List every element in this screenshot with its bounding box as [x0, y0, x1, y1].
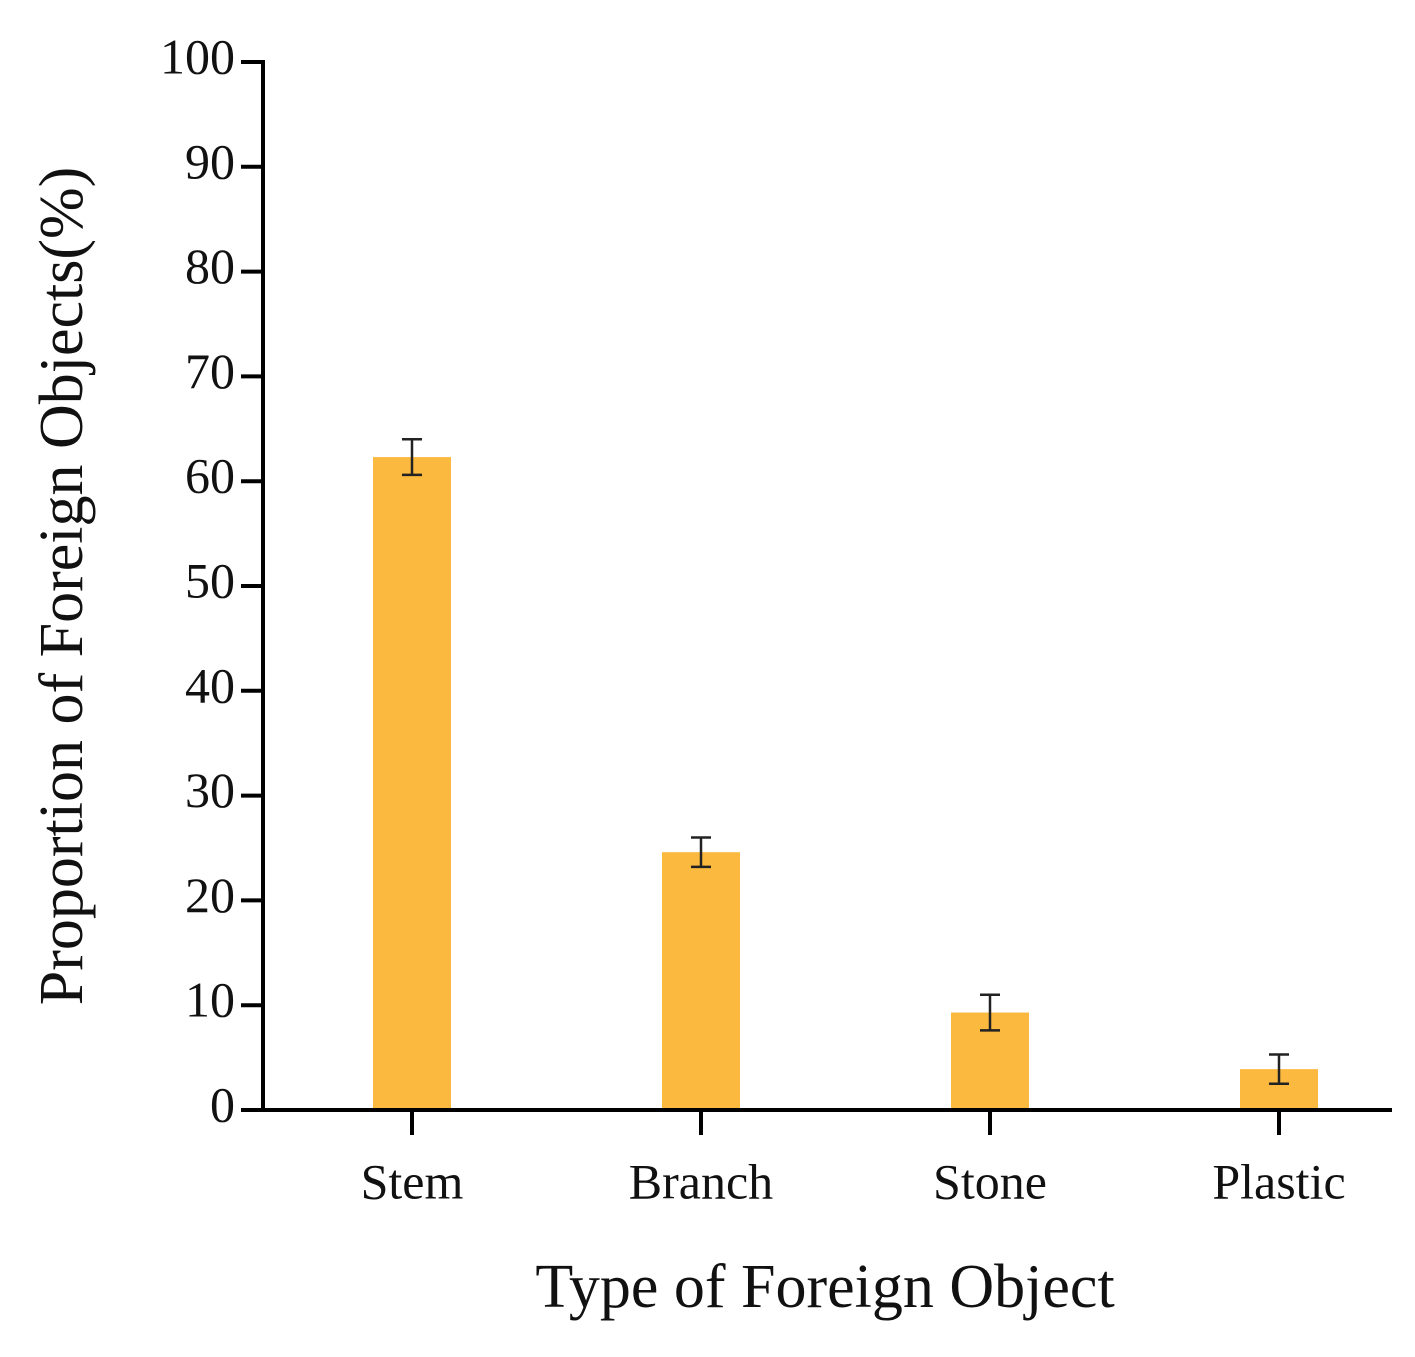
- y-tick-label: 0: [210, 1076, 235, 1132]
- y-tick-label: 40: [185, 657, 235, 713]
- y-tick-label: 20: [185, 867, 235, 923]
- y-tick-label: 10: [185, 972, 235, 1028]
- y-tick-label: 50: [185, 552, 235, 608]
- x-tick-label: Stem: [361, 1153, 464, 1209]
- bar: [662, 852, 740, 1110]
- x-tick-label: Plastic: [1212, 1153, 1345, 1209]
- y-tick-label: 70: [185, 343, 235, 399]
- y-tick-label: 100: [160, 28, 235, 84]
- x-axis-title: Type of Foreign Object: [535, 1253, 1114, 1321]
- y-tick-label: 30: [185, 762, 235, 818]
- bar: [373, 457, 451, 1110]
- y-tick-label: 90: [185, 133, 235, 189]
- y-tick-label: 60: [185, 448, 235, 504]
- y-tick-label: 80: [185, 238, 235, 294]
- x-tick-label: Branch: [629, 1153, 773, 1209]
- x-tick-label: Stone: [933, 1153, 1047, 1209]
- y-axis-title: Proportion of Foreign Objects(%): [28, 167, 96, 1006]
